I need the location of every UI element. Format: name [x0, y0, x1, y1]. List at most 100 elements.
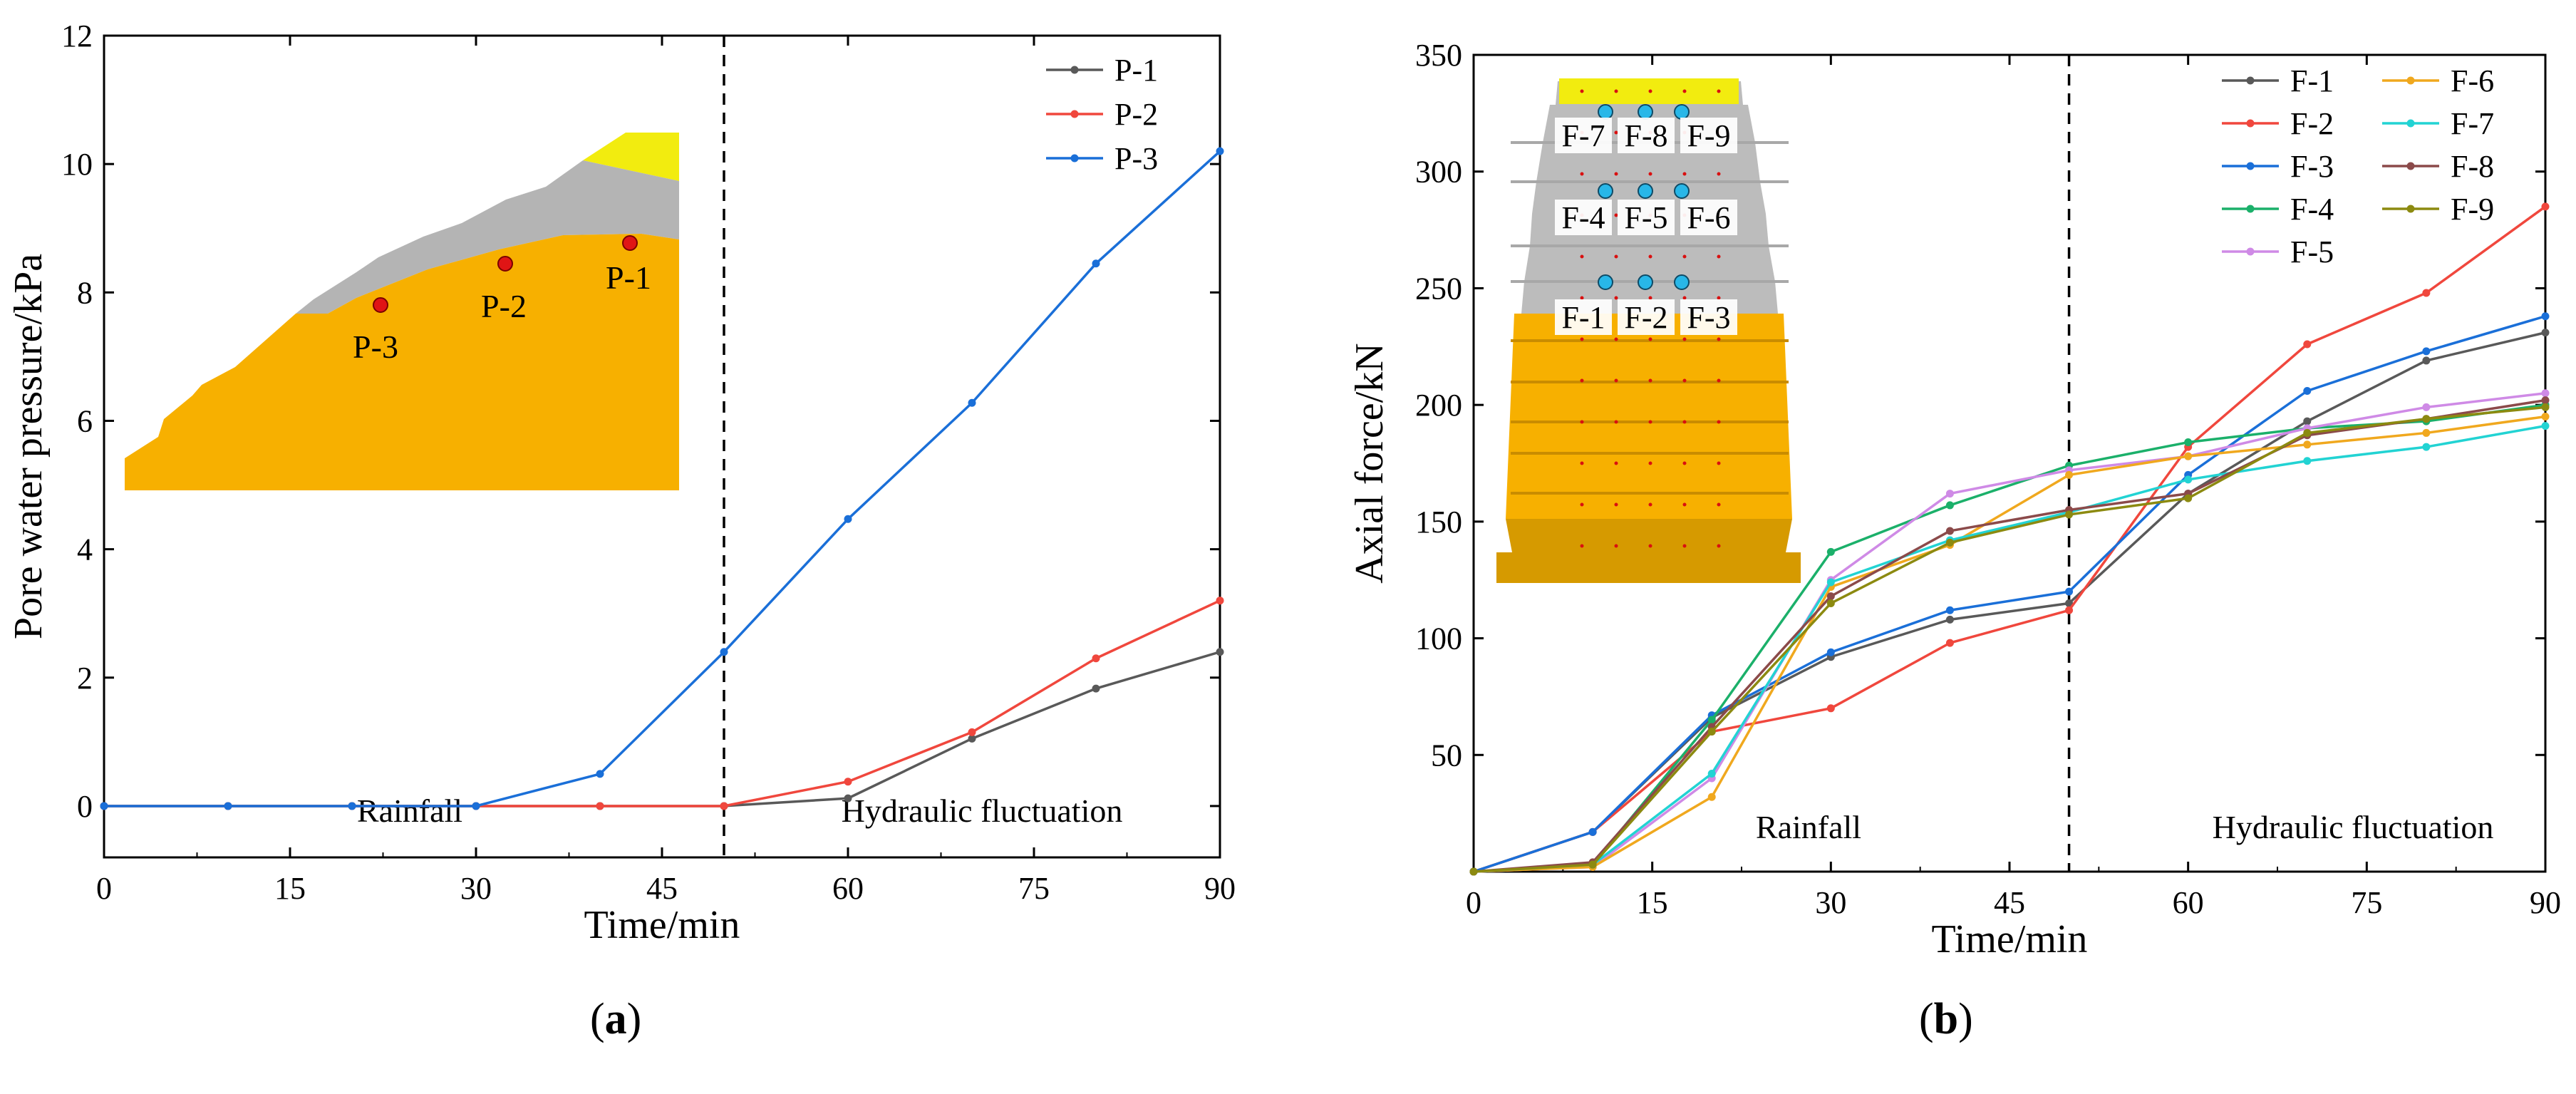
inset-grid-dot — [1580, 337, 1584, 341]
data-point-f-9 — [1945, 538, 1954, 547]
sensor-label-p-2: P-2 — [481, 288, 527, 324]
data-point-f-9 — [2065, 510, 2074, 519]
series-line-f-5 — [1473, 392, 2546, 873]
data-point-f-2 — [2065, 606, 2074, 614]
anchor-point-f-4 — [1598, 183, 1613, 199]
inset-grid-dot — [1682, 502, 1687, 507]
inset-grid-dot — [1580, 461, 1584, 465]
anchor-point-f-3 — [1674, 274, 1690, 290]
anchor-label-f-1: F-1 — [1561, 300, 1605, 335]
inset-grid-dot — [1580, 378, 1584, 383]
inset-grid-dot — [1614, 296, 1618, 300]
data-point-f-7 — [1707, 769, 1716, 778]
data-point-f-8 — [1826, 592, 1835, 601]
y-tick-label: 250 — [1415, 271, 1462, 306]
y-tick-label: 2 — [77, 661, 93, 696]
data-point-f-5 — [2541, 389, 2550, 398]
series-line-f-6 — [1473, 415, 2546, 873]
data-point-p-3 — [100, 802, 108, 810]
legend-label-f-9: F-9 — [2451, 192, 2494, 227]
x-tick-label: 90 — [2530, 885, 2561, 920]
inset-anchor-diagram: F-7 F-8 F-9 F-4 F-5 F-6 F-1 F-2 F-3 — [1496, 78, 1801, 583]
inset-grid-dot — [1648, 89, 1652, 93]
anchor-label-bg — [1680, 118, 1737, 153]
data-point-p-2 — [844, 778, 852, 786]
data-point-p-3 — [224, 802, 232, 810]
inset-grid-dot — [1614, 254, 1618, 259]
data-point-p-3 — [968, 398, 976, 407]
legend-label-f-4: F-4 — [2290, 192, 2334, 227]
anchor-label-f-5: F-5 — [1624, 200, 1667, 235]
inset-grid-dot — [1717, 337, 1721, 341]
x-tick-label: 60 — [2173, 885, 2204, 920]
data-point-p-3 — [1092, 259, 1100, 268]
inset-grid-dot — [1682, 89, 1687, 93]
anchor-label-bg — [1618, 299, 1675, 335]
legend-label-p-3: P-3 — [1114, 141, 1158, 176]
anchor-label-bg — [1680, 200, 1737, 235]
data-point-f-5 — [1945, 490, 1954, 498]
series-line-f-9 — [1473, 406, 2546, 873]
data-point-f-2 — [1826, 704, 1835, 713]
series-line-p-1 — [104, 651, 1221, 807]
sensor-point-p-1 — [622, 235, 638, 251]
inset-grid-dot — [1682, 254, 1687, 259]
data-point-f-9 — [1707, 728, 1716, 736]
anchor-label-f-4: F-4 — [1561, 200, 1605, 235]
data-point-f-3 — [1945, 606, 1954, 614]
anchor-point-f-1 — [1598, 274, 1613, 290]
inset-grid-dot — [1648, 544, 1652, 548]
data-point-f-3 — [2303, 386, 2312, 395]
legend-marker-f-4 — [2246, 205, 2255, 213]
legend-label-f-8: F-8 — [2451, 149, 2494, 184]
phase-label-rainfall: Rainfall — [1756, 809, 1861, 845]
data-point-p-3 — [1216, 147, 1224, 155]
data-point-f-1 — [2303, 417, 2312, 425]
x-tick-label: 15 — [1637, 885, 1668, 920]
anchor-label-bg — [1555, 200, 1612, 235]
data-point-p-1 — [1092, 684, 1100, 693]
data-point-f-6 — [1707, 793, 1716, 801]
data-point-p-1 — [1216, 648, 1224, 656]
caption-a-letter: a — [604, 995, 627, 1043]
x-tick-label: 30 — [1815, 885, 1846, 920]
inset-grid-dot — [1717, 296, 1721, 300]
inset-grid-dot — [1648, 296, 1652, 300]
inset-grid-dot — [1717, 378, 1721, 383]
legend-marker-p-2 — [1070, 110, 1079, 118]
anchor-label-f-8: F-8 — [1624, 118, 1667, 153]
inset-grid-dot — [1648, 172, 1652, 176]
data-point-p-3 — [472, 802, 480, 810]
data-point-f-1 — [1945, 615, 1954, 624]
data-point-f-9 — [1469, 867, 1478, 876]
inset-grid-dot — [1648, 378, 1652, 383]
inset-grid-dot — [1614, 213, 1618, 217]
data-point-f-7 — [2541, 422, 2550, 430]
data-point-f-7 — [1826, 578, 1835, 587]
inset-yellow-layer — [583, 133, 679, 181]
data-point-f-1 — [2065, 599, 2074, 607]
y-tick-label: 150 — [1415, 505, 1462, 540]
inset-grid-dot — [1580, 296, 1584, 300]
x-tick-label: 30 — [460, 871, 492, 906]
data-point-f-1 — [2541, 329, 2550, 337]
chart-a: P-1 P-2 P-3 0 15 30 45 60 75 90 0 2 4 6 8 10 12 Time/min P… — [6, 19, 1236, 947]
data-point-f-4 — [1707, 716, 1716, 724]
inset-grid-dot — [1614, 544, 1618, 548]
data-point-f-9 — [1826, 599, 1835, 607]
data-point-f-6 — [2184, 452, 2193, 460]
data-point-f-3 — [1588, 827, 1597, 836]
inset-soil-layer — [125, 234, 679, 490]
y-tick-label: 50 — [1431, 738, 1462, 773]
inset-grid-dot — [1648, 254, 1652, 259]
inset-grid-dot — [1580, 254, 1584, 259]
data-point-f-5 — [2422, 403, 2431, 411]
series-line-p-3 — [104, 150, 1221, 807]
data-point-f-8 — [1945, 527, 1954, 535]
phase-label-rainfall: Rainfall — [357, 793, 462, 829]
phase-label-hydraulic: Hydraulic fluctuation — [2213, 809, 2494, 845]
inset-grid-dot — [1614, 461, 1618, 465]
data-point-p-3 — [348, 802, 356, 810]
inset-grid-dot — [1682, 544, 1687, 548]
